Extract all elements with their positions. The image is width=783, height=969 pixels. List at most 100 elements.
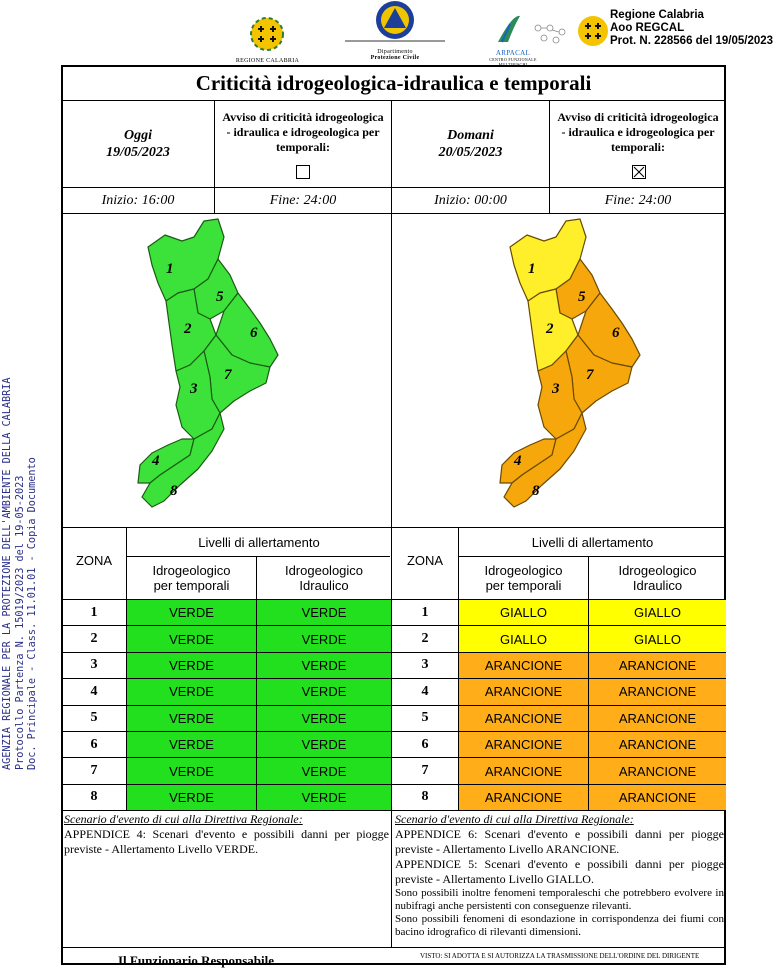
regione-calabria-emblem-icon [250, 17, 284, 51]
side-stamp-line-2: Protocollo Partenza N. 15019/2023 del 19… [14, 475, 26, 770]
tomorrow-zone-number: 3 [421, 657, 429, 673]
tomorrow-map-zone-8 [503, 412, 587, 508]
today-level-temporali: VERDE [127, 679, 256, 705]
tomorrow-scenario-text-4: Sono possibili fenomeni di esondazione i… [395, 913, 724, 938]
tomorrow-level-temporali: GIALLO [459, 626, 588, 652]
today-label: Oggi [124, 128, 152, 143]
today-zone-number: 5 [90, 710, 98, 726]
today-level-idraulico: VERDE [257, 705, 391, 731]
tomorrow-level-idraulico: ARANCIONE [589, 679, 726, 705]
today-zone-number: 8 [90, 789, 98, 805]
today-date-cell: Oggi 19/05/2023 [62, 101, 214, 187]
today-calabria-map: 1 2 3 4 5 6 7 8 [137, 218, 279, 508]
today-level-idraulico: VERDE [257, 626, 391, 652]
tomorrow-level-idraulico: ARANCIONE [589, 705, 726, 731]
today-scenario-text: APPENDICE 4: Scenari d'evento e possibil… [64, 827, 389, 856]
tomorrow-zone-number: 6 [421, 736, 429, 752]
side-stamp-line-1: AGENZIA REGIONALE PER LA PROTEZIONE DELL… [2, 377, 13, 770]
today-zone-number: 1 [90, 604, 98, 620]
tomorrow-livelli-header: Livelli di allertamento [531, 534, 654, 550]
tomorrow-map-label-7: 7 [586, 367, 594, 383]
tomorrow-zone-number: 4 [421, 683, 429, 699]
tomorrow-zona-header: ZONA [406, 552, 444, 568]
today-col-temporali-header: Idrogeologico per temporali [152, 563, 231, 593]
tomorrow-start-time: Inizio: 00:00 [434, 192, 507, 208]
tomorrow-level-temporali: ARANCIONE [459, 784, 588, 811]
tomorrow-map-label-6: 6 [612, 325, 620, 341]
today-avviso-text: Avviso di criticità idrogeologica - idra… [222, 109, 384, 154]
today-zone-number: 6 [90, 736, 98, 752]
today-date: 19/05/2023 [106, 145, 170, 160]
regione-calabria-caption: REGIONE CALABRIA [235, 58, 300, 64]
tomorrow-zone-number: 1 [421, 604, 429, 620]
today-zone-number: 3 [90, 657, 98, 673]
footer-approval: VISTO: SI ADOTTA E SI AUTORIZZA LA TRASM… [420, 952, 700, 960]
today-zone-number: 7 [90, 763, 98, 779]
protocol-stamp: Regione Calabria Aoo REGCAL Prot. N. 228… [610, 9, 773, 48]
today-map-label-1: 1 [166, 261, 174, 277]
today-zone-number: 4 [90, 683, 98, 699]
tomorrow-level-idraulico: ARANCIONE [589, 758, 726, 784]
protezione-civile-caption-1: Dipartimento [377, 49, 413, 55]
today-map-label-6: 6 [250, 325, 258, 341]
side-stamp-line-3: Doc. Principale - Class. 11.01.01 - Copi… [27, 457, 38, 770]
arpacal-logo: ARPACAL CENTRO FUNZIONALE MULTIRISCHI [478, 12, 548, 67]
regione-calabria-logo: REGIONE CALABRIA [230, 15, 305, 64]
tomorrow-zone-number: 7 [421, 763, 429, 779]
protocol-seal-icon [577, 12, 609, 55]
tomorrow-level-idraulico: GIALLO [589, 626, 726, 652]
tomorrow-level-temporali: ARANCIONE [459, 705, 588, 731]
today-map-label-3: 3 [189, 381, 198, 397]
tomorrow-map-label-2: 2 [545, 321, 554, 337]
today-level-idraulico: VERDE [257, 758, 391, 784]
today-level-temporali: VERDE [127, 626, 256, 652]
tomorrow-zone-number: 5 [421, 710, 429, 726]
protezione-civile-emblem-icon [345, 1, 445, 42]
tomorrow-level-idraulico: ARANCIONE [589, 732, 726, 758]
tomorrow-label: Domani [447, 128, 494, 143]
tomorrow-date: 20/05/2023 [438, 145, 503, 160]
tomorrow-level-temporali: ARANCIONE [459, 679, 588, 705]
today-end-time: Fine: 24:00 [269, 192, 337, 208]
today-level-idraulico: VERDE [257, 600, 391, 626]
today-avviso-cell: Avviso di criticità idrogeologica - idra… [215, 104, 391, 160]
protocol-line-3: Prot. N. 228566 del 19/05/2023 [610, 35, 774, 47]
side-protocol-stamp: AGENZIA REGIONALE PER LA PROTEZIONE DELL… [2, 0, 40, 770]
today-avviso-checkbox [296, 165, 310, 179]
tomorrow-col-temporali-header: Idrogeologico per temporali [484, 563, 563, 593]
tomorrow-map-label-5: 5 [578, 289, 586, 305]
tomorrow-avviso-checkbox-checked [632, 165, 646, 179]
today-map-label-4: 4 [151, 453, 160, 469]
check-x-icon [633, 166, 645, 178]
protocol-line-2: Aoo REGCAL [610, 22, 685, 34]
tomorrow-avviso-text: Avviso di criticità idrogeologica - idra… [557, 109, 719, 154]
today-livelli-header: Livelli di allertamento [198, 534, 320, 550]
tomorrow-map-label-4: 4 [513, 453, 522, 469]
arpacal-caption-2: CENTRO FUNZIONALE MULTIRISCHI [489, 57, 537, 67]
today-start-time: Inizio: 16:00 [101, 192, 175, 208]
tomorrow-map-label-3: 3 [551, 381, 560, 397]
tomorrow-level-temporali: ARANCIONE [459, 652, 588, 679]
tomorrow-scenario-heading: Scenario d'evento di cui alla Direttiva … [395, 812, 634, 826]
tomorrow-zone-number: 8 [421, 789, 429, 805]
molecule-icon [532, 22, 574, 51]
tomorrow-scenario-text-3: Sono possibili inoltre fenomeni temporal… [395, 887, 724, 912]
tomorrow-zone-number: 2 [421, 631, 429, 647]
tomorrow-end-time: Fine: 24:00 [604, 192, 672, 208]
today-level-temporali: VERDE [127, 600, 256, 626]
tomorrow-date-cell: Domani 20/05/2023 [392, 101, 549, 187]
today-map-label-7: 7 [224, 367, 232, 383]
tomorrow-map-label-1: 1 [528, 261, 536, 277]
arpacal-caption-1: ARPACAL [495, 49, 531, 57]
today-level-idraulico: VERDE [257, 652, 391, 679]
tomorrow-col-idraulico-header: Idrogeologico Idraulico [618, 563, 697, 593]
today-col-idraulico-header: Idrogeologico Idraulico [284, 563, 364, 593]
today-level-temporali: VERDE [127, 652, 256, 679]
tomorrow-level-idraulico: GIALLO [589, 600, 726, 626]
tomorrow-avviso-cell: Avviso di criticità idrogeologica - idra… [550, 104, 726, 160]
today-map-label-2: 2 [183, 321, 192, 337]
today-level-temporali: VERDE [127, 732, 256, 758]
tomorrow-scenario: Scenario d'evento di cui alla Direttiva … [395, 812, 724, 939]
footer-responsible: Il Funzionario Responsabile [118, 953, 275, 968]
tomorrow-level-temporali: ARANCIONE [459, 758, 588, 784]
